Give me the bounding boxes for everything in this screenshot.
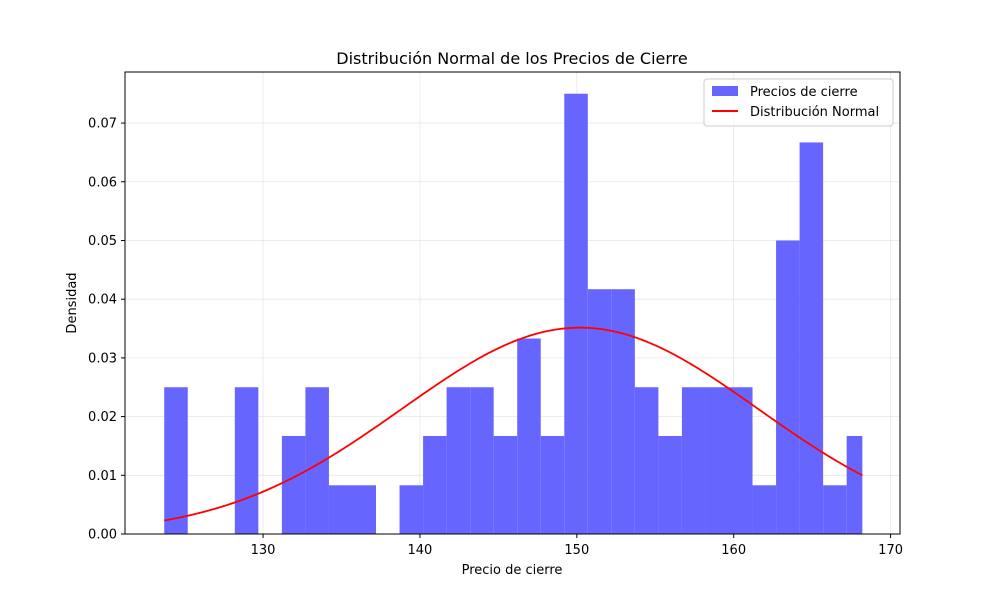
x-tick-label: 140 (408, 543, 433, 558)
legend-curve-label: Distribución Normal (750, 105, 879, 120)
histogram-bar (540, 435, 565, 534)
x-axis-title: Precio de cierre (462, 563, 563, 578)
histogram-bar (681, 387, 706, 534)
histogram-bar (728, 387, 753, 534)
x-tick-label: 130 (251, 543, 276, 558)
legend: Precios de cierre Distribución Normal (703, 78, 894, 127)
legend-box (703, 78, 894, 127)
histogram-bar (493, 435, 518, 534)
histogram-bar (846, 435, 863, 534)
x-tick-label: 170 (878, 543, 903, 558)
histogram-bar (752, 485, 777, 534)
y-tick-label: 0.03 (88, 351, 117, 366)
histogram-bar (634, 387, 659, 534)
histogram-bar (658, 435, 682, 534)
histogram-bar (587, 289, 612, 534)
y-tick-label: 0.04 (88, 293, 117, 308)
histogram-bar (823, 485, 847, 534)
y-tick-label: 0.07 (88, 117, 117, 132)
y-tick-label: 0.00 (88, 528, 117, 543)
histogram-bar (164, 387, 188, 534)
histogram-bar (705, 387, 729, 534)
chart-title: Distribución Normal de los Precios de Ci… (336, 49, 687, 68)
y-axis-ticks: 0.00 0.01 0.02 0.03 0.04 0.05 0.06 0.07 (88, 117, 125, 543)
y-tick-label: 0.01 (88, 469, 117, 484)
legend-histogram-swatch (712, 86, 738, 96)
histogram-bar (564, 93, 588, 534)
histogram-bar (328, 485, 353, 534)
x-axis-ticks: 130 140 150 160 170 (251, 534, 903, 558)
histogram-bar (446, 387, 471, 534)
histogram-bar (470, 387, 494, 534)
plot-frame (124, 71, 901, 535)
y-tick-label: 0.06 (88, 175, 117, 190)
histogram-bars (164, 93, 863, 535)
histogram-bar (281, 435, 306, 534)
y-axis-title: Densidad (65, 272, 80, 333)
histogram-bar (611, 289, 635, 534)
normal-distribution-curve (164, 326, 863, 522)
histogram-bar (352, 485, 377, 534)
y-tick-label: 0.05 (88, 234, 117, 249)
histogram-bar (399, 485, 424, 534)
histogram-bar (799, 142, 824, 534)
histogram-bar (234, 387, 259, 534)
x-tick-label: 160 (721, 543, 746, 558)
histogram-bar (305, 387, 329, 534)
x-tick-label: 150 (564, 543, 589, 558)
histogram-bar (776, 240, 800, 535)
y-tick-label: 0.02 (88, 410, 117, 425)
histogram-bar (517, 338, 541, 534)
legend-histogram-label: Precios de cierre (750, 85, 858, 100)
histogram-bar (423, 435, 447, 534)
normal-curve-layer (164, 326, 863, 522)
